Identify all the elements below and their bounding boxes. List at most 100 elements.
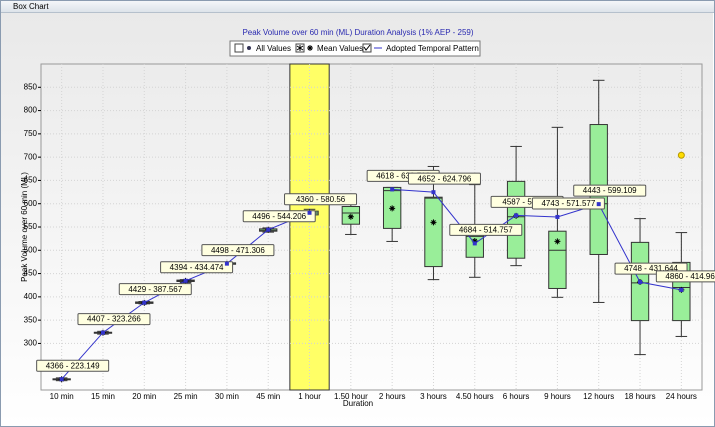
point-marker	[183, 278, 188, 283]
data-label-box	[201, 244, 275, 257]
data-label-text: 4407 - 323.266	[87, 315, 141, 324]
point-marker	[638, 280, 643, 285]
mean-marker	[554, 238, 561, 245]
data-label-box	[655, 270, 715, 283]
data-label-box	[531, 197, 605, 210]
box	[548, 230, 567, 289]
data-label-text: 4443 - 599.109	[583, 186, 637, 195]
data-label-text: 4748 - 431.644	[624, 264, 678, 273]
data-label: 4496 - 544.206	[242, 210, 316, 223]
data-label: 4498 - 471.306	[201, 244, 275, 257]
x-tick-label: 12 hours	[583, 392, 614, 401]
point-marker	[307, 210, 312, 215]
y-tick-label: 300	[24, 339, 38, 348]
x-tick-label: 4.50 hours	[456, 392, 494, 401]
x-tick-label: 25 min	[174, 392, 198, 401]
point-marker	[514, 213, 519, 218]
data-label: 4429 - 387.567	[118, 283, 192, 296]
point-marker	[59, 377, 64, 382]
data-label-text: 4743 - 571.577	[541, 199, 595, 208]
point-marker	[390, 187, 395, 192]
y-tick-label: 600	[24, 199, 38, 208]
y-tick-label: 500	[24, 245, 38, 254]
checkbox[interactable]	[234, 43, 244, 53]
data-label-box	[118, 283, 192, 296]
data-label: 4366 - 223.149	[36, 359, 110, 372]
y-tick-label: 800	[24, 106, 38, 115]
data-label-text: 4618 - 630.712	[376, 172, 430, 181]
data-label-box	[449, 223, 523, 236]
x-tick-label: 30 min	[215, 392, 239, 401]
data-label-box	[573, 184, 647, 197]
point-marker	[679, 287, 684, 292]
data-label: 4743 - 571.577	[531, 197, 605, 210]
x-tick-label: 20 min	[132, 392, 156, 401]
point-marker	[266, 227, 271, 232]
checkmark	[296, 45, 304, 51]
mean-marker	[347, 213, 354, 220]
x-tick-label: 45 min	[256, 392, 280, 401]
x-tick-label: 24 hours	[666, 392, 697, 401]
data-label-text: 4498 - 471.306	[211, 246, 265, 255]
y-tick-label: 850	[24, 82, 38, 91]
checkmark	[363, 44, 371, 51]
data-label-text: 4860 - 414.969	[665, 272, 715, 281]
point-marker	[142, 300, 147, 305]
data-label-text: 4366 - 223.149	[46, 361, 100, 370]
legend-symbol	[307, 45, 313, 51]
y-tick-label: 750	[24, 129, 38, 138]
data-label-text: 4652 - 624.796	[418, 174, 472, 183]
mean-marker	[471, 237, 478, 244]
data-label-box	[36, 359, 110, 372]
data-label-box	[160, 261, 234, 274]
data-label-box	[77, 313, 151, 326]
point-marker	[100, 330, 105, 335]
y-tick-label: 650	[24, 176, 38, 185]
point-marker	[596, 202, 601, 207]
window-title: Box Chart	[1, 1, 714, 13]
data-label: 4684 - 514.757	[449, 223, 523, 236]
y-tick-label: 550	[24, 222, 38, 231]
legend-label: Adopted Temporal Pattern	[386, 44, 479, 53]
mean-marker	[430, 219, 437, 226]
chart-title: Peak Volume over 60 min (ML) Duration An…	[242, 28, 473, 37]
legend-box	[229, 40, 481, 57]
x-tick-label: 1.50 hour	[334, 392, 368, 401]
data-label: 4860 - 414.969	[655, 270, 715, 283]
x-tick-label: 10 min	[50, 392, 74, 401]
x-axis-label: Duration	[343, 399, 373, 408]
point-marker	[555, 214, 560, 219]
data-label-text: 4429 - 387.567	[128, 285, 182, 294]
legend-label: Mean Values	[317, 44, 363, 53]
legend: All Values Mean Values Adopted Temporal …	[229, 40, 481, 57]
data-label: 4394 - 434.474	[160, 261, 234, 274]
data-label-text: 4496 - 544.206	[252, 212, 306, 221]
x-tick-label: 1 hour	[298, 392, 321, 401]
point-marker	[431, 190, 436, 195]
y-axis-label: Peak Volume over 60 min (ML)	[20, 172, 29, 282]
y-tick-label: 700	[24, 152, 38, 161]
point-marker	[224, 261, 229, 266]
x-tick-label: 9 hours	[544, 392, 571, 401]
x-tick-label: 2 hours	[379, 392, 406, 401]
y-tick-label: 400	[24, 292, 38, 301]
box	[424, 196, 443, 268]
data-label-box	[242, 210, 316, 223]
point-marker	[472, 241, 477, 246]
x-tick-label: 15 min	[91, 392, 115, 401]
data-label-text: 4587 - 574.87	[502, 198, 552, 207]
x-tick-label: 18 hours	[624, 392, 655, 401]
data-label-box	[284, 193, 358, 206]
outlier	[677, 151, 685, 159]
x-tick-label: 6 hours	[503, 392, 530, 401]
data-label-text: 4684 - 514.757	[459, 226, 513, 235]
data-label: 4652 - 624.796	[407, 172, 481, 185]
data-label-text: 4394 - 434.474	[170, 263, 224, 272]
mean-marker	[389, 205, 396, 212]
legend-symbol	[247, 46, 251, 50]
data-label: 4360 - 580.56	[284, 193, 358, 206]
data-label-text: 4360 - 580.56	[296, 195, 346, 204]
data-label-box	[407, 172, 481, 185]
y-tick-label: 450	[24, 269, 38, 278]
